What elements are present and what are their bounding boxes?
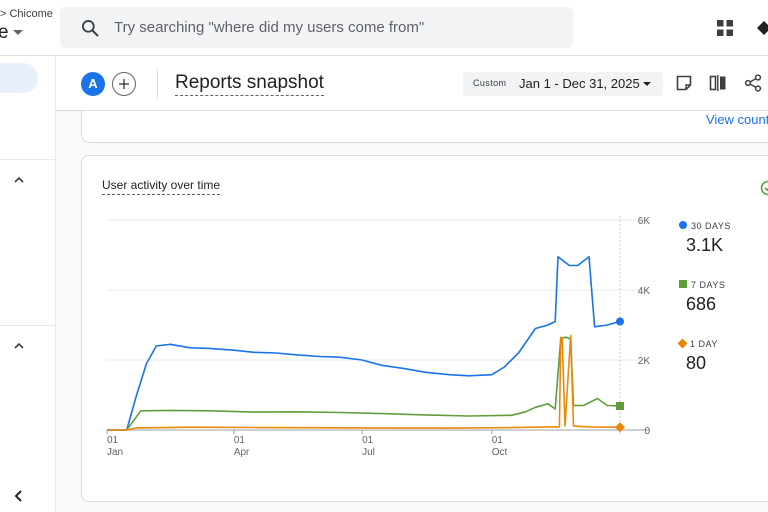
x-tick-day: 01 bbox=[362, 435, 374, 446]
property-selector[interactable]: e bbox=[0, 22, 23, 44]
compare-icon[interactable] bbox=[709, 74, 727, 92]
y-tick-label: 4K bbox=[638, 286, 651, 297]
legend-diamond-marker bbox=[677, 338, 688, 349]
series-end-marker bbox=[616, 317, 624, 326]
x-tick-month: Jul bbox=[362, 447, 375, 458]
search-placeholder: Try searching "where did my users come f… bbox=[114, 19, 425, 36]
search-icon bbox=[82, 20, 99, 37]
header-divider bbox=[157, 69, 158, 99]
user-activity-card: User activity over time 0 2K 4K 6K 01 Jan 01 A… bbox=[81, 155, 768, 502]
previous-card bbox=[81, 111, 768, 143]
plus-icon bbox=[119, 79, 129, 89]
caret-down-icon bbox=[643, 82, 651, 86]
x-tick-day: 01 bbox=[492, 435, 504, 446]
x-tick-month: Apr bbox=[234, 447, 250, 458]
report-header: A Reports snapshot Custom Jan 1 - Dec 31… bbox=[56, 56, 768, 111]
legend-label: 30 DAYS bbox=[691, 221, 731, 231]
legend-value: 3.1K bbox=[686, 235, 724, 255]
report-content: A Reports snapshot Custom Jan 1 - Dec 31… bbox=[56, 56, 768, 512]
page-title: Reports snapshot bbox=[175, 72, 324, 96]
date-preset-label: Custom bbox=[473, 78, 507, 88]
legend-7-days: 7 DAYS 686 bbox=[679, 280, 725, 315]
left-nav bbox=[0, 56, 56, 512]
legend-label: 1 DAY bbox=[690, 339, 718, 349]
legend-square-marker bbox=[679, 280, 687, 288]
nav-divider bbox=[0, 159, 56, 160]
view-countries-link[interactable]: View count bbox=[706, 112, 768, 127]
series-end-marker bbox=[615, 422, 625, 433]
nav-item-home[interactable] bbox=[0, 63, 38, 93]
legend-30-days: 30 DAYS 3.1K bbox=[679, 221, 731, 256]
series-end-marker bbox=[616, 401, 624, 410]
y-axis: 0 2K 4K 6K bbox=[638, 216, 651, 437]
legend-value: 80 bbox=[686, 353, 707, 373]
y-tick-label: 6K bbox=[638, 216, 651, 227]
share-icon[interactable] bbox=[744, 74, 762, 92]
chevron-down-icon bbox=[12, 30, 23, 36]
chevron-up-icon[interactable] bbox=[12, 339, 26, 353]
chevron-up-icon[interactable] bbox=[12, 173, 26, 187]
y-tick-label: 0 bbox=[644, 426, 650, 437]
series-line-1 bbox=[107, 336, 621, 431]
add-comparison-button[interactable] bbox=[112, 72, 136, 96]
diamond-icon[interactable] bbox=[757, 21, 768, 35]
series-line-2 bbox=[107, 334, 621, 431]
apps-grid-icon[interactable] bbox=[716, 19, 734, 37]
legend-dot-marker bbox=[679, 221, 687, 229]
x-tick-day: 01 bbox=[107, 435, 119, 446]
search-bar[interactable]: Try searching "where did my users come f… bbox=[60, 7, 573, 48]
property-name: e bbox=[0, 22, 9, 43]
collapse-nav-icon[interactable] bbox=[12, 489, 26, 503]
insights-icon[interactable] bbox=[760, 180, 768, 196]
nav-divider bbox=[0, 325, 56, 326]
account-breadcrumb[interactable]: > Chicome bbox=[0, 8, 53, 20]
x-tick-month: Oct bbox=[492, 447, 508, 458]
date-range-text: Jan 1 - Dec 31, 2025 bbox=[519, 76, 640, 91]
card-title: User activity over time bbox=[102, 178, 221, 195]
legend-label: 7 DAYS bbox=[691, 280, 726, 290]
top-bar: > Chicome e Try searching "where did my … bbox=[0, 0, 768, 56]
legend-value: 686 bbox=[686, 294, 717, 314]
chart-series bbox=[107, 256, 625, 433]
x-tick-day: 01 bbox=[234, 435, 246, 446]
chart-grid bbox=[107, 216, 650, 434]
y-tick-label: 2K bbox=[638, 356, 651, 367]
edit-report-icon[interactable] bbox=[675, 74, 693, 92]
date-range-picker[interactable]: Custom Jan 1 - Dec 31, 2025 bbox=[463, 72, 663, 96]
x-tick-month: Jan bbox=[107, 447, 123, 458]
series-line-0 bbox=[107, 256, 621, 431]
legend-1-day: 1 DAY 80 bbox=[677, 338, 718, 374]
comparison-avatar[interactable]: A bbox=[81, 72, 105, 96]
